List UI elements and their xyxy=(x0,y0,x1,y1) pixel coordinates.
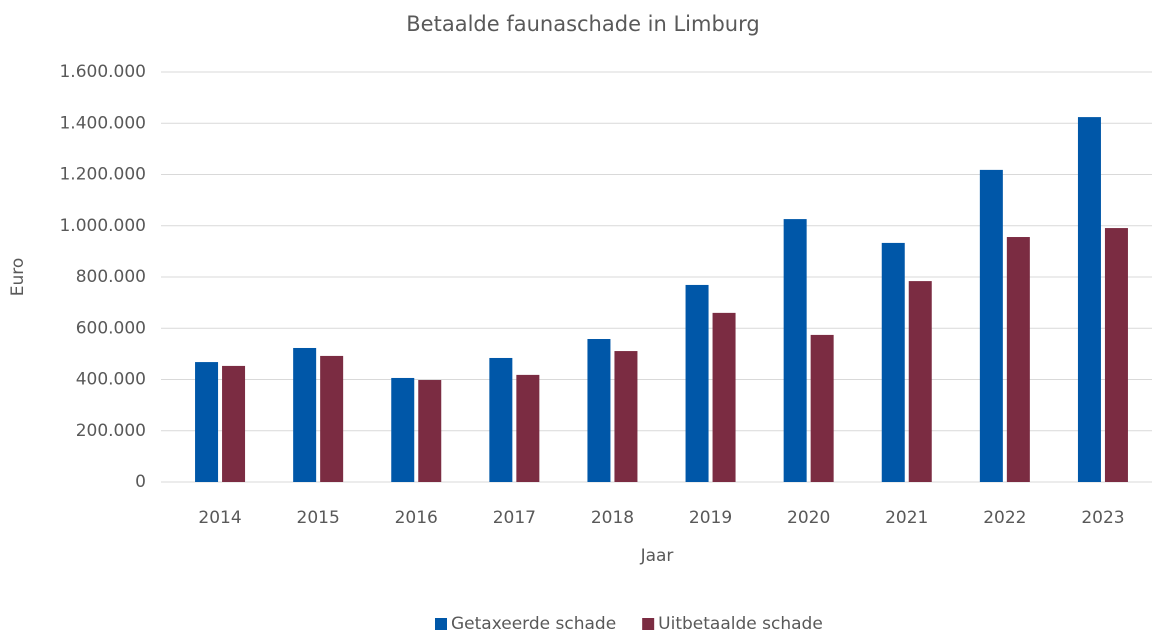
y-tick-label: 400.000 xyxy=(76,370,146,390)
bar xyxy=(195,362,219,482)
x-tick-label: 2015 xyxy=(297,508,340,528)
bar xyxy=(881,242,905,482)
x-tick-label: 2018 xyxy=(591,508,634,528)
bar xyxy=(1104,228,1128,482)
x-tick-label: 2016 xyxy=(395,508,438,528)
x-tick-label: 2021 xyxy=(885,508,928,528)
y-tick-label: 1.600.000 xyxy=(59,62,146,82)
bar xyxy=(391,377,415,482)
bar xyxy=(1077,117,1101,482)
bar xyxy=(908,281,932,482)
y-tick-label: 1.400.000 xyxy=(59,113,146,133)
y-tick-label: 1.200.000 xyxy=(59,165,146,185)
bar xyxy=(979,169,1003,482)
chart-title: Betaalde faunaschade in Limburg xyxy=(406,12,759,36)
legend-label: Uitbetaalde schade xyxy=(658,614,823,634)
bar xyxy=(587,339,611,482)
legend-swatch xyxy=(642,618,655,630)
bar xyxy=(320,355,344,482)
y-tick-label: 200.000 xyxy=(76,421,146,441)
bar xyxy=(783,219,807,482)
bar xyxy=(516,374,540,482)
bar xyxy=(712,312,736,482)
bar xyxy=(810,334,834,482)
x-tick-label: 2020 xyxy=(787,508,830,528)
legend-label: Getaxeerde schade xyxy=(451,614,616,634)
y-tick-label: 800.000 xyxy=(76,267,146,287)
y-tick-label: 600.000 xyxy=(76,318,146,338)
x-tick-label: 2019 xyxy=(689,508,732,528)
x-tick-label: 2014 xyxy=(198,508,241,528)
y-tick-label: 1.000.000 xyxy=(59,216,146,236)
y-axis-label: Euro xyxy=(8,258,28,297)
bar xyxy=(489,357,513,482)
x-tick-label: 2023 xyxy=(1081,508,1124,528)
bar xyxy=(1006,237,1030,482)
bar xyxy=(418,380,442,482)
bar xyxy=(222,365,246,482)
x-axis-label: Jaar xyxy=(640,546,674,566)
bar xyxy=(614,351,638,482)
bar xyxy=(293,347,317,482)
x-tick-label: 2017 xyxy=(493,508,536,528)
x-tick-label: 2022 xyxy=(983,508,1026,528)
y-tick-label: 0 xyxy=(135,472,146,492)
bar xyxy=(685,284,709,482)
legend-swatch xyxy=(435,618,447,630)
